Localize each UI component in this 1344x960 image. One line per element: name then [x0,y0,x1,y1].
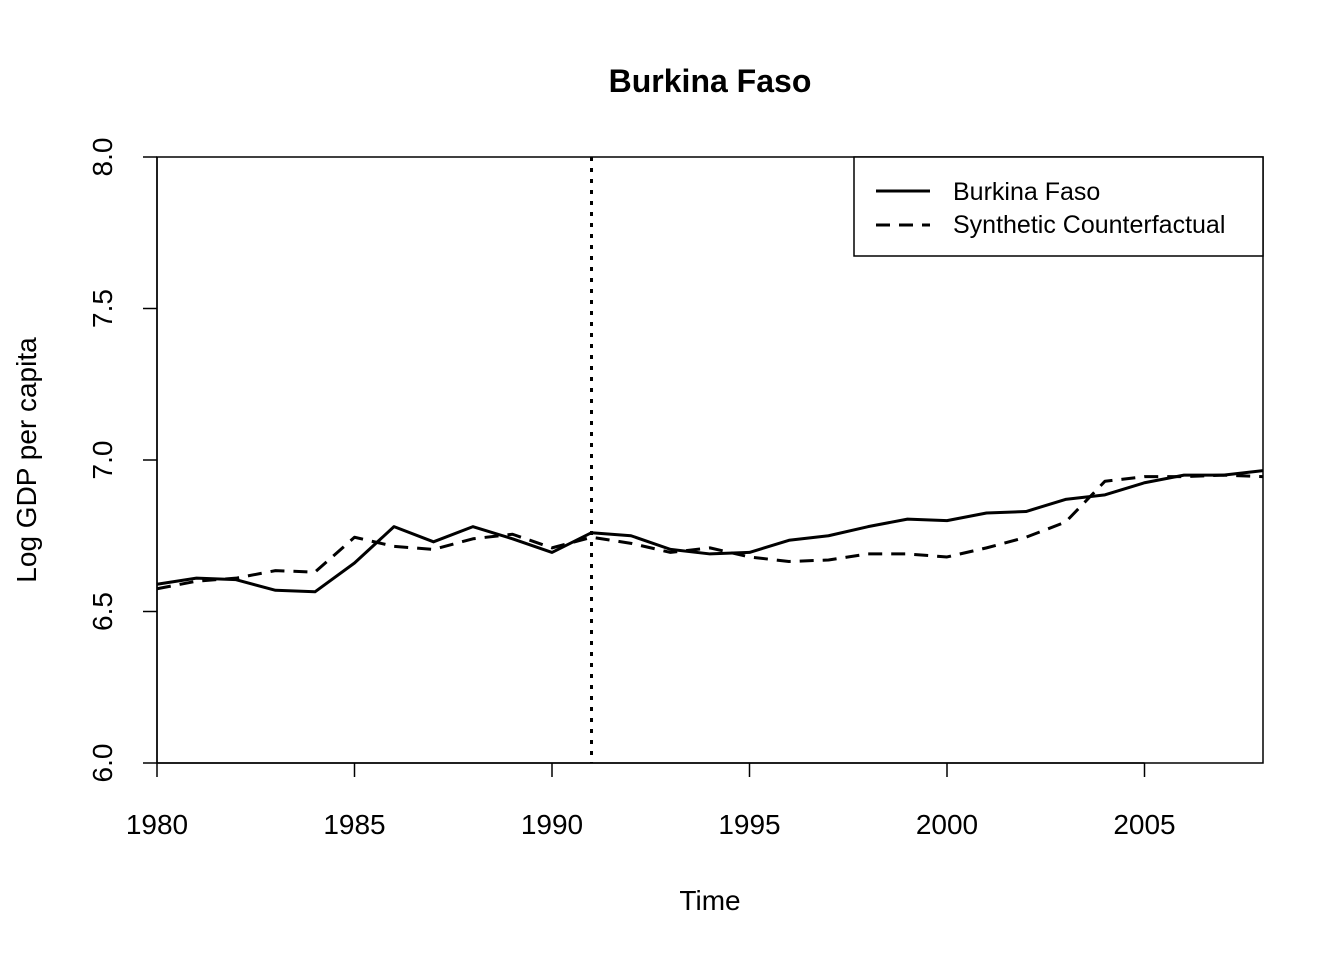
series-line-synthetic-counterfactual [156,473,1264,591]
x-axis-label: Time [679,885,740,916]
y-tick-label: 7.5 [87,289,118,328]
legend: Burkina Faso Synthetic Counterfactual [853,156,1264,257]
series-line-burkina-faso [156,469,1264,594]
legend-label-burkina-faso: Burkina Faso [953,178,1100,206]
x-tick-label: 1990 [521,809,583,840]
legend-label-synthetic: Synthetic Counterfactual [953,211,1225,239]
chart-title: Burkina Faso [609,63,812,99]
legend-box [853,156,1264,257]
y-tick-label: 6.5 [87,592,118,631]
plot-area [156,157,1264,763]
x-tick-label: 2005 [1113,809,1175,840]
y-tick-label: 8.0 [87,138,118,177]
y-axis: 6.0 6.5 7.0 7.5 8.0 [87,138,158,783]
x-tick-label: 2000 [916,809,978,840]
x-tick-label: 1980 [126,809,188,840]
x-tick-label: 1985 [323,809,385,840]
y-axis-label: Log GDP per capita [11,337,42,583]
x-axis: 1980 1985 1990 1995 2000 2005 [126,762,1176,840]
y-tick-label: 6.0 [87,744,118,783]
y-tick-label: 7.0 [87,441,118,480]
x-tick-label: 1995 [718,809,780,840]
